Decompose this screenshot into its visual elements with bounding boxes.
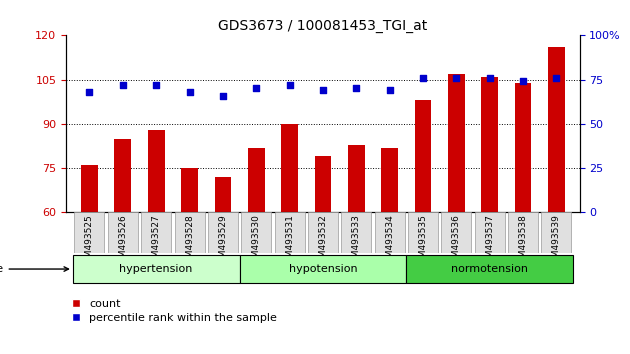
- Bar: [548, 47, 564, 212]
- Text: GSM493535: GSM493535: [418, 215, 427, 269]
- Bar: [148, 130, 164, 212]
- Bar: [181, 168, 198, 212]
- Text: GSM493538: GSM493538: [518, 215, 527, 269]
- Point: [285, 82, 295, 88]
- FancyBboxPatch shape: [474, 212, 505, 253]
- Text: GSM493527: GSM493527: [152, 215, 161, 269]
- FancyBboxPatch shape: [308, 212, 338, 253]
- FancyBboxPatch shape: [239, 255, 406, 283]
- Text: hypotension: hypotension: [289, 264, 357, 274]
- Point: [251, 86, 261, 91]
- Point: [84, 89, 94, 95]
- FancyBboxPatch shape: [341, 212, 371, 253]
- FancyBboxPatch shape: [175, 212, 205, 253]
- FancyBboxPatch shape: [406, 255, 573, 283]
- Text: GSM493533: GSM493533: [352, 215, 361, 269]
- Bar: [281, 124, 298, 212]
- Text: GSM493539: GSM493539: [552, 215, 561, 269]
- Text: GSM493536: GSM493536: [452, 215, 461, 269]
- Text: GSM493531: GSM493531: [285, 215, 294, 269]
- Text: disease state: disease state: [0, 264, 69, 274]
- FancyBboxPatch shape: [375, 212, 404, 253]
- Legend: count, percentile rank within the sample: count, percentile rank within the sample: [72, 299, 277, 323]
- Bar: [515, 82, 531, 212]
- Bar: [448, 74, 464, 212]
- Point: [518, 79, 528, 84]
- FancyBboxPatch shape: [408, 212, 438, 253]
- Bar: [348, 144, 365, 212]
- Point: [318, 87, 328, 93]
- Text: hypertension: hypertension: [120, 264, 193, 274]
- Title: GDS3673 / 100081453_TGI_at: GDS3673 / 100081453_TGI_at: [218, 19, 428, 33]
- Bar: [415, 100, 431, 212]
- FancyBboxPatch shape: [275, 212, 304, 253]
- Point: [118, 82, 128, 88]
- Point: [551, 75, 561, 81]
- Bar: [215, 177, 231, 212]
- FancyBboxPatch shape: [441, 212, 471, 253]
- Text: GSM493532: GSM493532: [318, 215, 328, 269]
- Text: GSM493534: GSM493534: [385, 215, 394, 269]
- Text: GSM493528: GSM493528: [185, 215, 194, 269]
- Text: GSM493529: GSM493529: [219, 215, 227, 269]
- Text: GSM493537: GSM493537: [485, 215, 494, 269]
- FancyBboxPatch shape: [141, 212, 171, 253]
- Point: [351, 86, 361, 91]
- Text: normotension: normotension: [451, 264, 528, 274]
- Point: [185, 89, 195, 95]
- Point: [451, 75, 461, 81]
- Bar: [81, 165, 98, 212]
- Point: [218, 93, 228, 98]
- Text: GSM493525: GSM493525: [85, 215, 94, 269]
- Point: [384, 87, 394, 93]
- Text: GSM493530: GSM493530: [252, 215, 261, 269]
- FancyBboxPatch shape: [508, 212, 538, 253]
- Bar: [481, 77, 498, 212]
- Bar: [248, 148, 265, 212]
- Point: [418, 75, 428, 81]
- Bar: [314, 156, 331, 212]
- Text: GSM493526: GSM493526: [118, 215, 127, 269]
- FancyBboxPatch shape: [208, 212, 238, 253]
- Point: [484, 75, 495, 81]
- FancyBboxPatch shape: [541, 212, 571, 253]
- Point: [151, 82, 161, 88]
- Bar: [115, 139, 131, 212]
- FancyBboxPatch shape: [74, 212, 105, 253]
- FancyBboxPatch shape: [108, 212, 138, 253]
- FancyBboxPatch shape: [241, 212, 271, 253]
- FancyBboxPatch shape: [73, 255, 239, 283]
- Bar: [381, 148, 398, 212]
